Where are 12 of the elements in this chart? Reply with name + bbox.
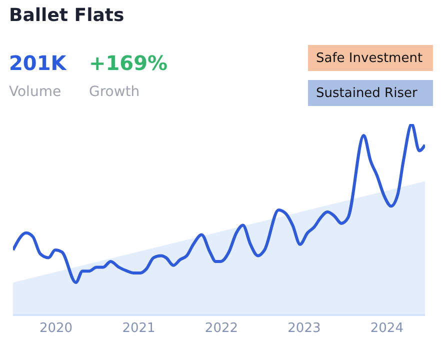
text: +169% (89, 51, 168, 75)
text: Volume (9, 84, 62, 100)
chart-title: Ballet Flats (9, 5, 124, 26)
x-tick-label: 2023 (288, 321, 321, 336)
x-tick-label: 2024 (370, 321, 404, 336)
x-tick-label: 2020 (39, 321, 73, 336)
text: Growth (89, 84, 140, 100)
text: Sustained Riser (308, 80, 433, 106)
x-tick-label: 2022 (204, 321, 238, 336)
x-tick-label: 2021 (122, 321, 156, 336)
text: 201K (9, 51, 66, 75)
text: Safe Investment (308, 45, 433, 71)
